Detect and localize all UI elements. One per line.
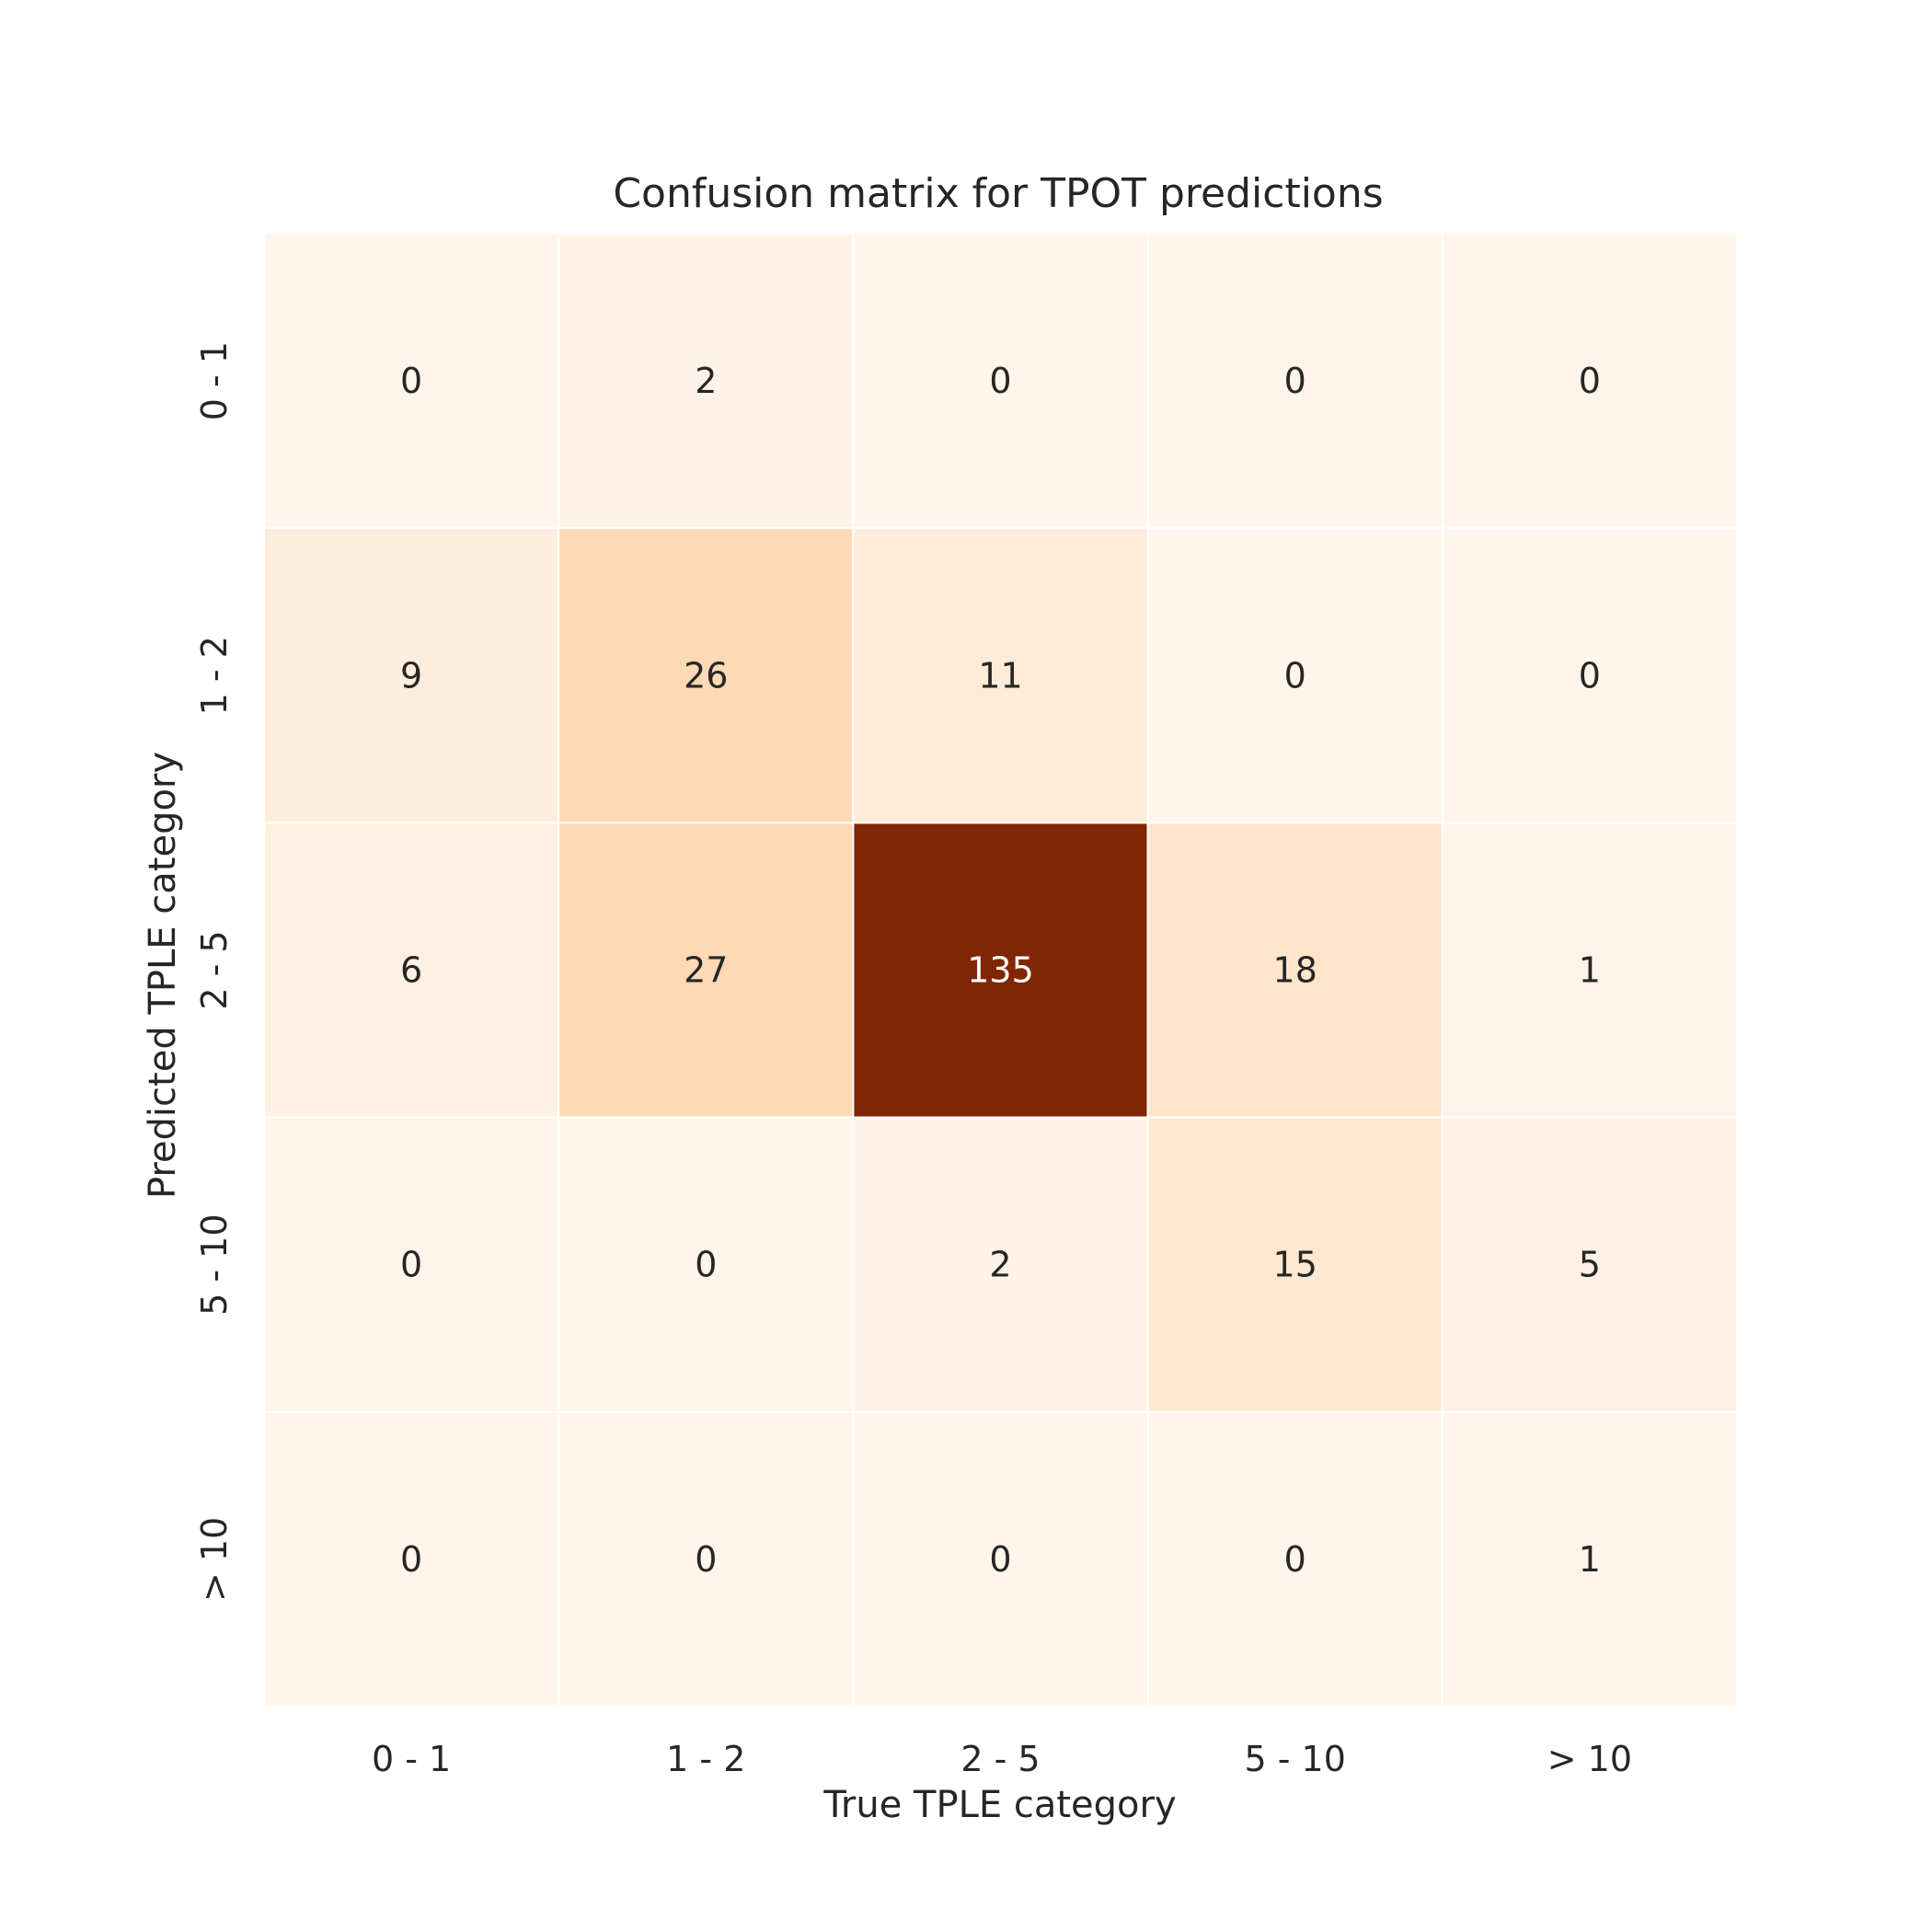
heatmap-cell (1146, 822, 1443, 1119)
cell-value-label: 0 (695, 1539, 717, 1580)
cell-value-label: 11 (978, 655, 1022, 696)
heatmap-cell (1146, 527, 1443, 824)
heatmap-cell (1441, 1116, 1739, 1413)
heatmap-cell (852, 1116, 1149, 1413)
x-axis-label: True TPLE category (822, 1784, 1176, 1826)
y-axis-tick-labels: 0 - 1 1 - 2 2 - 5 5 - 10 > 10 (194, 341, 235, 1602)
heatmap-cell (1146, 233, 1443, 530)
x-axis-tick-labels: 0 - 1 1 - 2 2 - 5 5 - 10 > 10 (372, 1739, 1632, 1779)
cell-value-label: 0 (1284, 361, 1306, 401)
cell-value-label: 18 (1273, 950, 1317, 991)
heatmap-cell (263, 1410, 560, 1708)
cell-value-label: 2 (989, 1245, 1011, 1285)
heatmap-cell (852, 527, 1149, 824)
heatmap-cell (263, 527, 560, 824)
heatmap-cell (852, 233, 1149, 530)
heatmap-cell (263, 1116, 560, 1413)
heatmap-cell (1146, 1410, 1443, 1708)
y-tick-label: > 10 (194, 1517, 235, 1602)
x-tick-label: 2 - 5 (960, 1739, 1040, 1779)
cell-value-label: 0 (1579, 655, 1601, 696)
y-axis-label: Predicted TPLE category (142, 752, 184, 1199)
cell-value-label: 15 (1273, 1245, 1317, 1285)
heatmap-cell (558, 1410, 855, 1708)
heatmap-cells (263, 233, 1739, 1708)
y-tick-label: 1 - 2 (194, 636, 235, 715)
cell-value-label: 9 (400, 655, 422, 696)
cell-value-label: 2 (695, 361, 717, 401)
cell-value-label: 1 (1579, 1539, 1601, 1580)
heatmap-cell (558, 527, 855, 824)
cell-value-label: 5 (1579, 1245, 1601, 1285)
cell-value-label: 0 (400, 361, 422, 401)
heatmap-cell (852, 822, 1149, 1119)
heatmap-cell (1146, 1116, 1443, 1413)
chart-title: Confusion matrix for TPOT predictions (613, 170, 1383, 217)
heatmap-cell (558, 822, 855, 1119)
heatmap-cell (263, 233, 560, 530)
heatmap-cell (1441, 1410, 1739, 1708)
heatmap-cell (852, 1410, 1149, 1708)
cell-value-label: 27 (684, 950, 728, 991)
y-tick-label: 5 - 10 (194, 1213, 235, 1315)
cell-value-label: 0 (989, 1539, 1011, 1580)
y-tick-label: 0 - 1 (194, 341, 235, 420)
cell-value-label: 0 (1579, 361, 1601, 401)
cell-value-label: 0 (1284, 655, 1306, 696)
cell-value-label: 0 (400, 1245, 422, 1285)
x-tick-label: > 10 (1547, 1739, 1632, 1779)
cell-value-label: 0 (989, 361, 1011, 401)
y-tick-label: 2 - 5 (194, 930, 235, 1009)
x-tick-label: 1 - 2 (666, 1739, 745, 1779)
heatmap-cell (558, 233, 855, 530)
cell-value-label: 0 (400, 1539, 422, 1580)
cell-value-label: 6 (400, 950, 422, 991)
cell-value-label: 0 (1284, 1539, 1306, 1580)
cell-value-label: 0 (695, 1245, 717, 1285)
x-tick-label: 0 - 1 (372, 1739, 451, 1779)
heatmap-cell (1441, 527, 1739, 824)
heatmap-cell (1441, 822, 1739, 1119)
cell-value-label: 1 (1579, 950, 1601, 991)
heatmap-cell (558, 1116, 855, 1413)
cell-value-label: 26 (684, 655, 728, 696)
cell-value-label: 135 (967, 950, 1034, 991)
x-tick-label: 5 - 10 (1244, 1739, 1345, 1779)
cell-annotations: 0 2 0 0 0 9 26 11 0 0 6 27 135 18 1 0 0 2 15 5 0 0 0 0 1 (400, 361, 1601, 1580)
